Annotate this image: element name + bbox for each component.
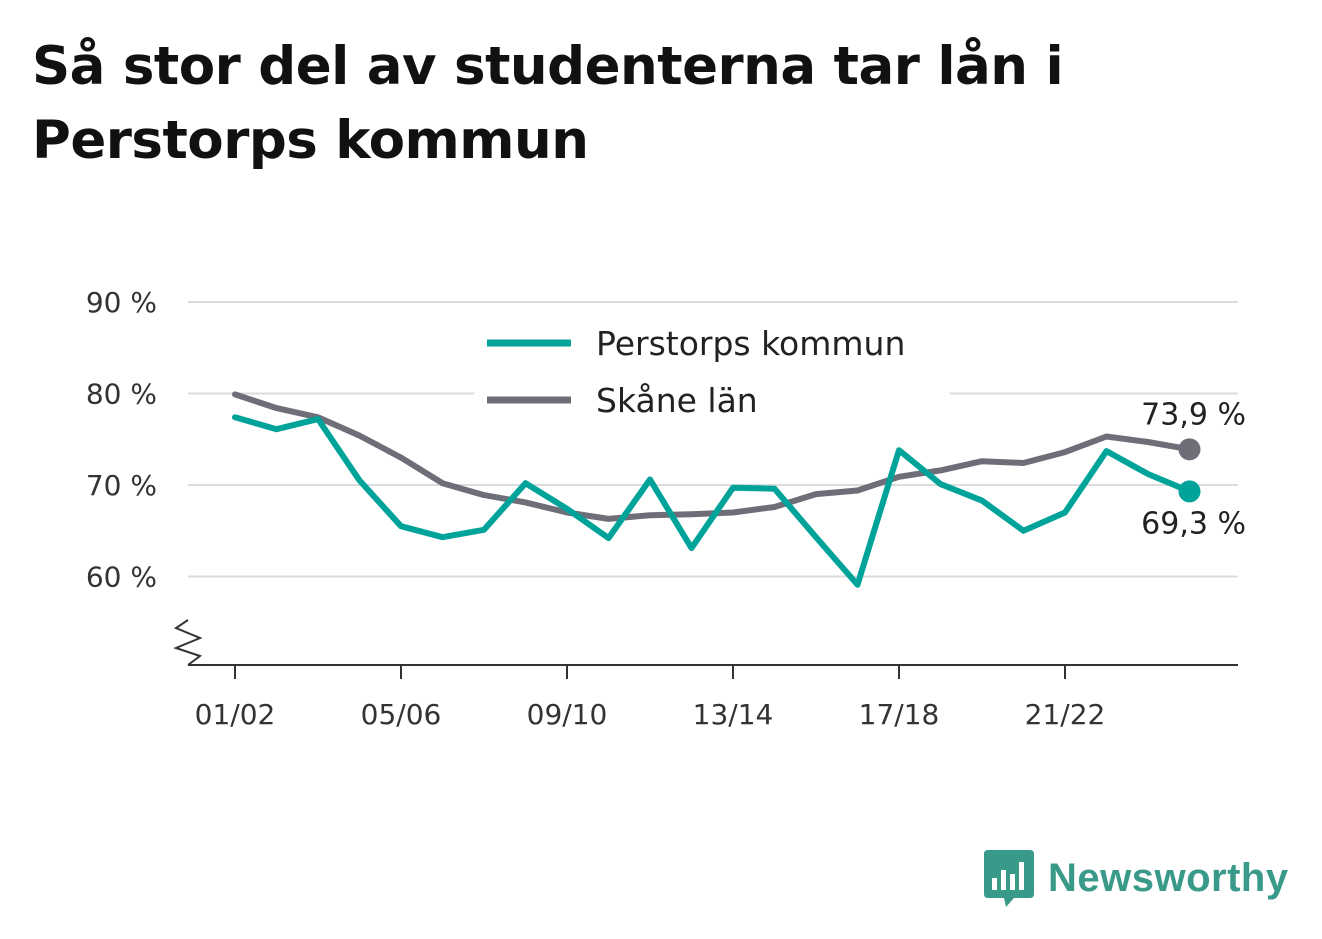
y-tick-label: 80 %	[86, 378, 157, 411]
legend-label: Perstorps kommun	[596, 324, 905, 363]
x-tick-label: 13/14	[693, 698, 774, 731]
legend-label: Skåne län	[596, 381, 758, 420]
legend-background	[474, 318, 950, 428]
x-axis	[173, 619, 1238, 666]
y-tick-label: 90 %	[86, 286, 157, 319]
series-lines	[232, 391, 1201, 588]
brand-name: Newsworthy	[1048, 855, 1289, 900]
y-tick-label: 70 %	[86, 469, 157, 502]
x-tick-label: 05/06	[361, 698, 442, 731]
x-tick-label: 09/10	[527, 698, 608, 731]
axis-break-icon	[173, 619, 203, 666]
series-end-point	[1178, 438, 1201, 461]
end-labels: 69,3 % 73,9 %	[1141, 397, 1246, 541]
series-line	[232, 414, 1193, 588]
x-tick-label: 01/02	[195, 698, 276, 731]
x-tick-label: 17/18	[859, 698, 940, 731]
end-value-label: 69,3 %	[1141, 506, 1246, 541]
newsworthy-brand: Newsworthy	[980, 848, 1289, 908]
chart-title: Så stor del av studenterna tar lån i Per…	[32, 36, 1064, 171]
y-axis-ticks: 60 % 70 % 80 % 90 %	[86, 286, 157, 594]
end-value-label: 73,9 %	[1141, 397, 1246, 432]
newsworthy-logo-icon	[984, 850, 1034, 907]
x-axis-ticks: 01/02 05/06 09/10 13/14 17/18 21/22	[195, 665, 1106, 731]
x-tick-label: 21/22	[1025, 698, 1106, 731]
series-end-point	[1178, 480, 1201, 503]
y-tick-label: 60 %	[86, 561, 157, 594]
legend: Perstorps kommun Skåne län	[474, 318, 950, 428]
